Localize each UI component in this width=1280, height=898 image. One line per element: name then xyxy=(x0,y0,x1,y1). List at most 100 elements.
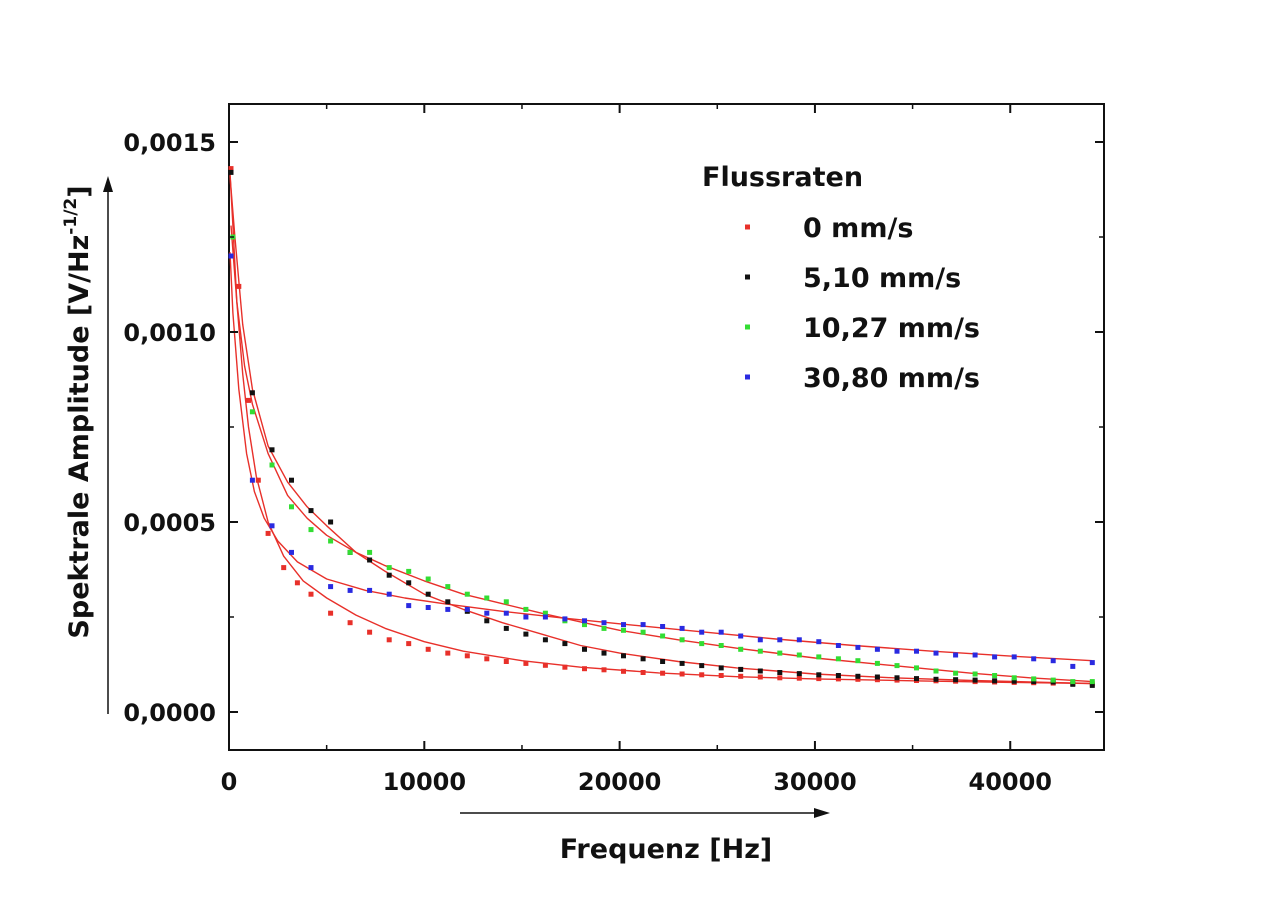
data-point-5-10-mm-s xyxy=(953,677,959,683)
data-point-5-10-mm-s xyxy=(777,670,783,675)
data-point-5-10-mm-s xyxy=(445,599,451,605)
data-point-10-27-mm-s xyxy=(249,409,255,415)
data-point-30-80-mm-s xyxy=(1070,663,1076,669)
data-point-30-80-mm-s xyxy=(562,616,568,622)
data-point-10-27-mm-s xyxy=(796,652,802,658)
data-point-10-27-mm-s xyxy=(894,663,900,669)
data-point-5-10-mm-s xyxy=(582,646,587,652)
data-point-5-10-mm-s xyxy=(328,519,334,525)
data-point-0-mm-s xyxy=(386,637,392,643)
data-point-0-mm-s xyxy=(738,673,744,679)
data-point-0-mm-s xyxy=(660,670,666,676)
data-point-0-mm-s xyxy=(757,674,763,680)
data-point-0-mm-s xyxy=(347,620,353,626)
data-point-0-mm-s xyxy=(308,591,314,597)
data-point-30-80-mm-s xyxy=(992,654,998,660)
data-point-5-10-mm-s xyxy=(972,677,978,683)
data-point-30-80-mm-s xyxy=(386,591,392,597)
data-point-0-mm-s xyxy=(484,656,490,662)
legend-marker-10-27-mm-s xyxy=(745,324,750,330)
data-point-0-mm-s xyxy=(640,670,646,675)
legend-label-0-mm-s: 0 mm/s xyxy=(803,213,913,244)
data-point-10-27-mm-s xyxy=(1031,676,1037,682)
data-point-0-mm-s xyxy=(265,530,271,536)
data-point-30-80-mm-s xyxy=(855,644,861,650)
data-point-5-10-mm-s xyxy=(484,618,490,624)
data-point-10-27-mm-s xyxy=(992,673,998,678)
x-tick-label: 10000 xyxy=(383,768,467,796)
data-point-30-80-mm-s xyxy=(582,618,587,624)
data-point-10-27-mm-s xyxy=(601,625,607,631)
data-point-0-mm-s xyxy=(816,676,822,682)
data-point-10-27-mm-s xyxy=(914,665,919,671)
data-point-10-27-mm-s xyxy=(425,576,431,582)
data-point-0-mm-s xyxy=(874,677,880,683)
data-point-5-10-mm-s xyxy=(1070,681,1076,687)
data-point-0-mm-s xyxy=(425,646,431,652)
data-point-10-27-mm-s xyxy=(640,629,646,635)
data-point-10-27-mm-s xyxy=(464,591,470,597)
legend-label-10-27-mm-s: 10,27 mm/s xyxy=(803,313,980,344)
data-point-30-80-mm-s xyxy=(523,614,529,620)
data-point-0-mm-s xyxy=(406,641,412,647)
fit-curve-10-27-mm-s xyxy=(230,225,1093,683)
data-point-0-mm-s xyxy=(503,659,509,664)
data-point-0-mm-s xyxy=(601,667,607,673)
data-point-10-27-mm-s xyxy=(269,462,275,468)
data-point-30-80-mm-s xyxy=(894,648,900,654)
data-point-10-27-mm-s xyxy=(367,549,373,555)
data-point-5-10-mm-s xyxy=(992,678,998,684)
legend: Flussraten 0 mm/s 5,10 mm/s 10,27 mm/s 30,8… xyxy=(702,162,980,394)
data-point-5-10-mm-s xyxy=(523,631,529,637)
data-point-5-10-mm-s xyxy=(249,390,255,396)
y-tick-label: 0,0010 xyxy=(123,319,216,347)
data-point-30-80-mm-s xyxy=(796,637,802,643)
data-point-0-mm-s xyxy=(236,283,242,289)
data-point-30-80-mm-s xyxy=(406,603,412,609)
data-point-10-27-mm-s xyxy=(874,660,880,666)
data-point-10-27-mm-s xyxy=(289,504,294,510)
data-point-0-mm-s xyxy=(281,565,287,571)
data-point-0-mm-s xyxy=(228,166,234,172)
y-tick-label: 0,0015 xyxy=(123,129,216,157)
data-point-10-27-mm-s xyxy=(1011,675,1017,681)
data-point-0-mm-s xyxy=(621,668,626,674)
data-point-10-27-mm-s xyxy=(582,622,587,628)
data-point-5-10-mm-s xyxy=(367,557,373,563)
fit-curve-30-80-mm-s xyxy=(229,252,1093,662)
legend-marker-30-80-mm-s xyxy=(745,374,750,380)
data-point-30-80-mm-s xyxy=(660,624,666,629)
data-point-10-27-mm-s xyxy=(738,646,744,652)
data-point-30-80-mm-s xyxy=(347,587,353,593)
data-point-0-mm-s xyxy=(464,653,470,659)
data-point-10-27-mm-s xyxy=(542,610,548,616)
data-point-5-10-mm-s xyxy=(738,666,744,672)
data-point-10-27-mm-s xyxy=(484,595,490,601)
data-point-10-27-mm-s xyxy=(347,549,353,555)
legend-marker-5-10-mm-s xyxy=(745,274,750,280)
data-point-0-mm-s xyxy=(367,629,373,635)
data-points xyxy=(228,166,1095,688)
data-point-5-10-mm-s xyxy=(621,653,626,659)
data-point-5-10-mm-s xyxy=(757,668,763,674)
data-point-30-80-mm-s xyxy=(445,606,451,612)
x-tick-label: 20000 xyxy=(578,768,662,796)
data-point-5-10-mm-s xyxy=(718,665,724,671)
data-point-0-mm-s xyxy=(679,671,685,677)
data-point-10-27-mm-s xyxy=(328,538,334,544)
fit-curve-0-mm-s xyxy=(229,172,1093,685)
x-axis-title: Frequenz [Hz] xyxy=(560,834,773,865)
data-point-5-10-mm-s xyxy=(679,660,685,666)
data-point-5-10-mm-s xyxy=(855,673,861,679)
data-point-30-80-mm-s xyxy=(308,565,314,571)
data-point-30-80-mm-s xyxy=(269,523,275,529)
data-point-10-27-mm-s xyxy=(718,643,724,648)
data-point-10-27-mm-s xyxy=(835,656,841,662)
data-point-30-80-mm-s xyxy=(464,606,470,612)
legend-items: 0 mm/s 5,10 mm/s 10,27 mm/s 30,80 mm/s xyxy=(745,213,980,394)
data-point-30-80-mm-s xyxy=(542,614,548,620)
data-point-10-27-mm-s xyxy=(445,584,451,590)
data-point-30-80-mm-s xyxy=(1050,658,1056,664)
x-tick-label: 30000 xyxy=(773,768,857,796)
